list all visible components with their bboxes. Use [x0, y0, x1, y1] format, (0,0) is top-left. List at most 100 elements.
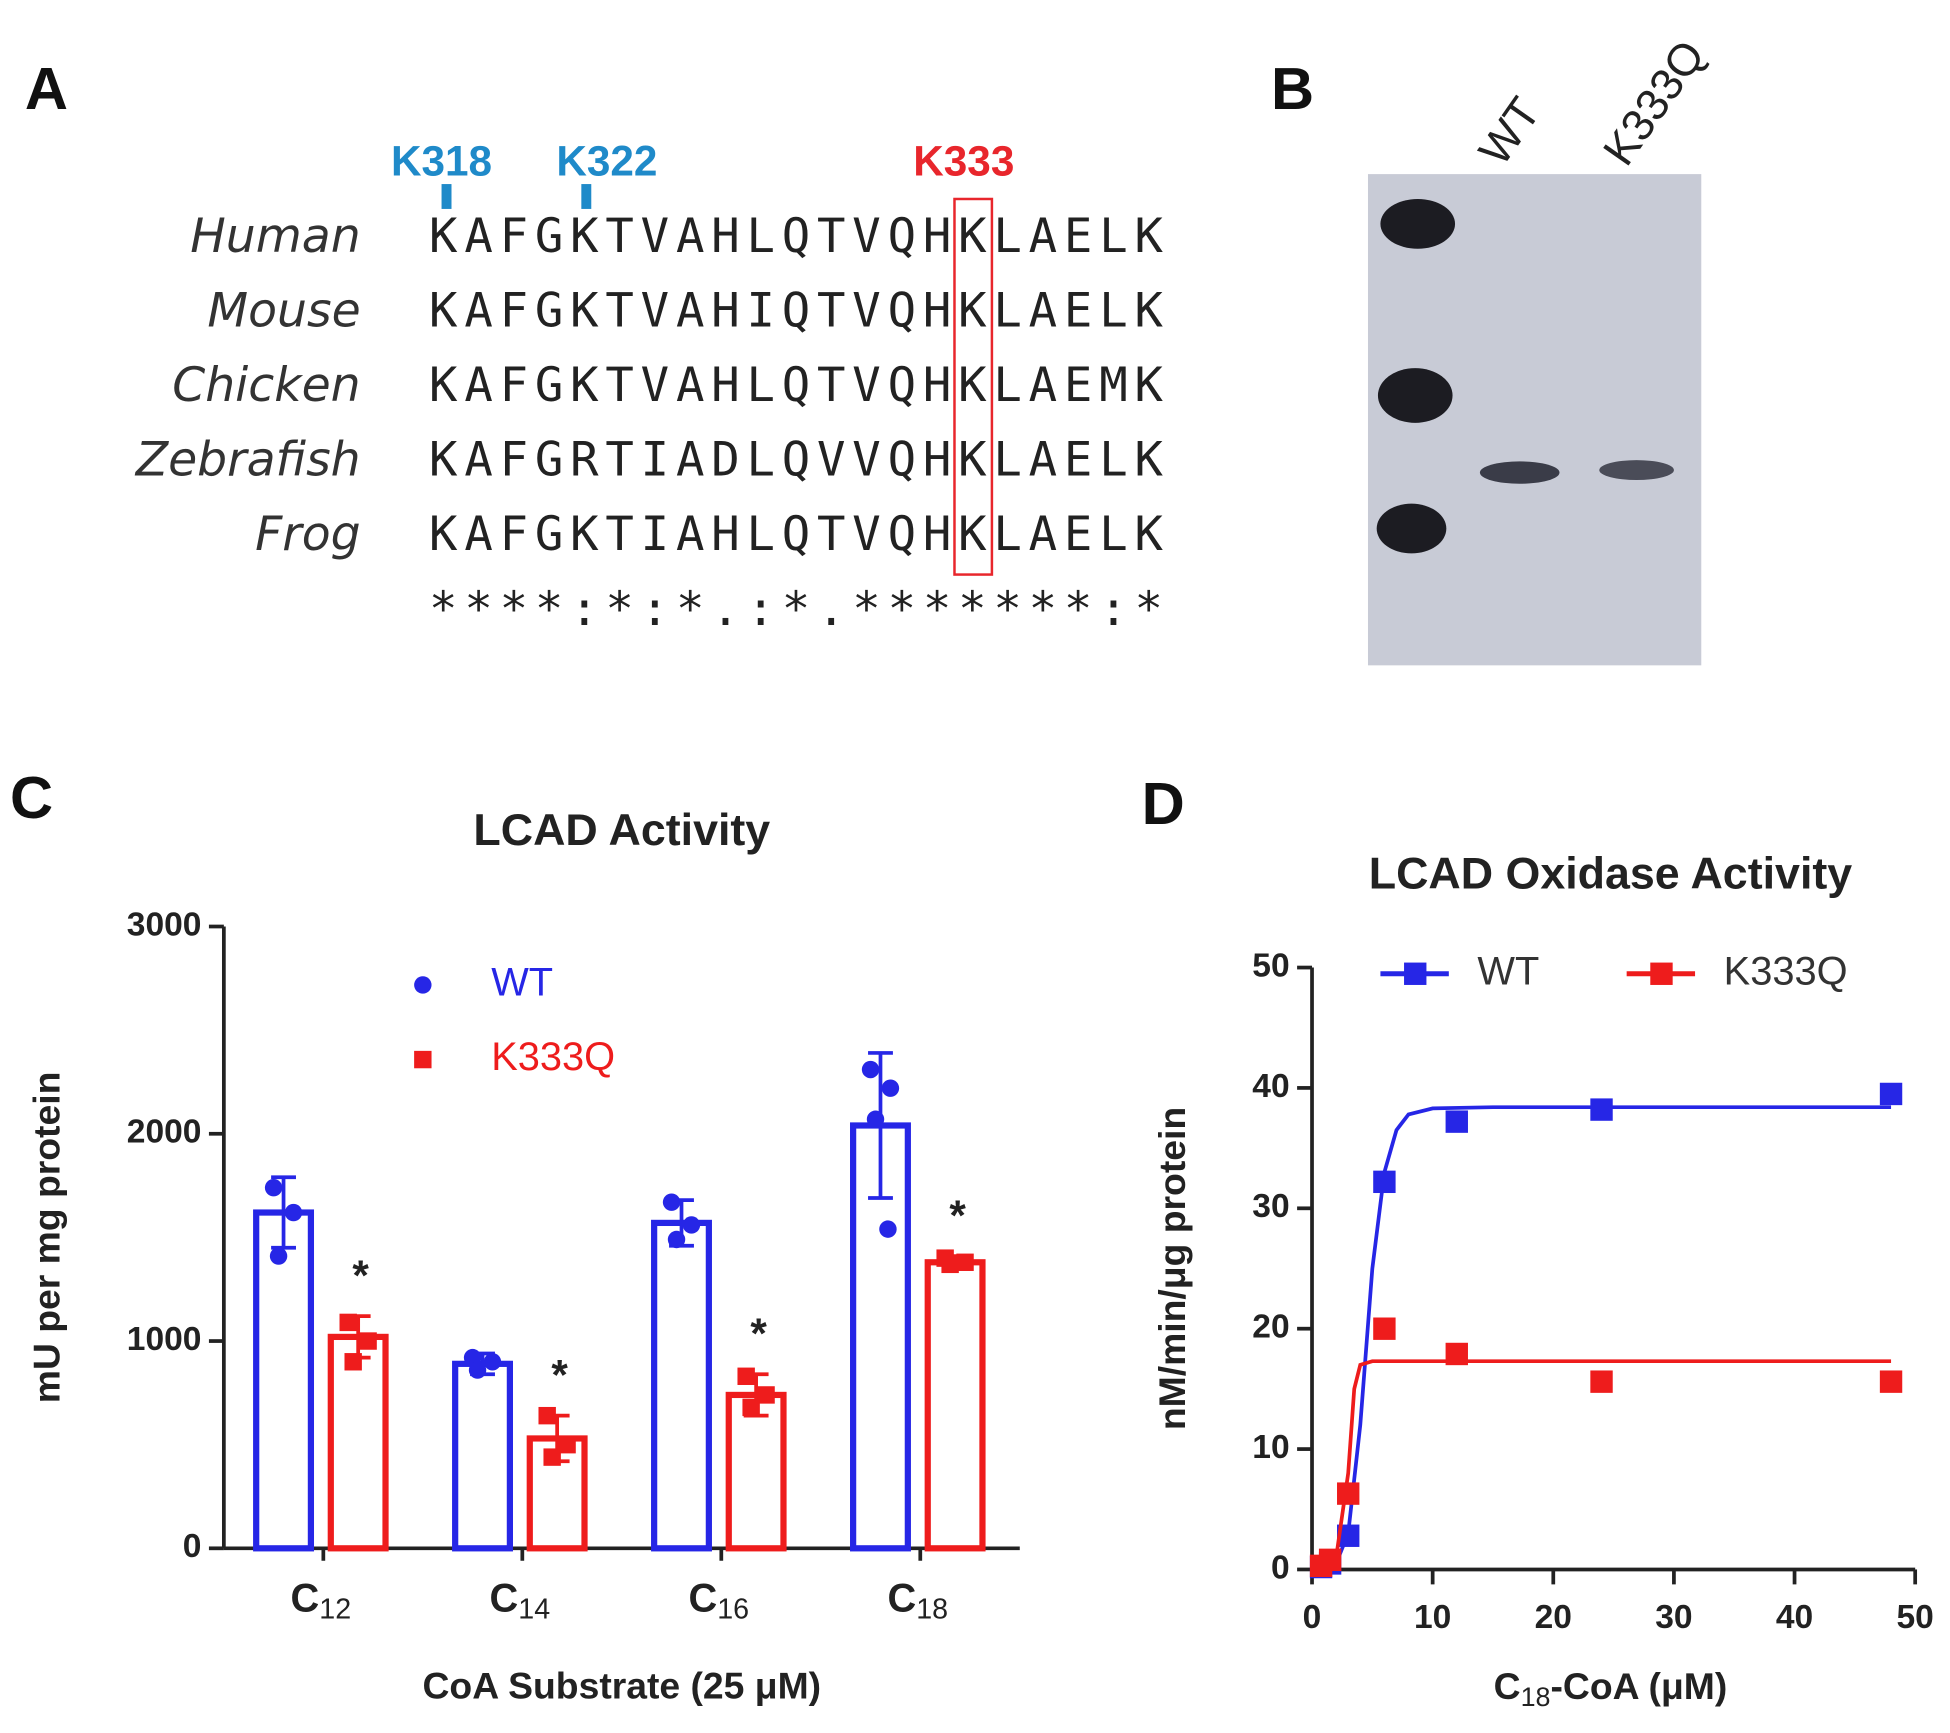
panel-label: A	[25, 55, 68, 122]
data-point	[956, 1253, 974, 1271]
y-axis-title: nM/min/μg protein	[1151, 1107, 1193, 1430]
panel-label: D	[1142, 770, 1185, 837]
panel-label: C	[10, 764, 53, 831]
x-tick-label: 30	[1655, 1599, 1692, 1636]
error-bar	[271, 1175, 296, 1250]
legend-label: WT	[491, 960, 553, 1004]
species-name: Zebrafish	[134, 433, 361, 488]
sequence: KAFGKTIAHLQTVQHKLAELK	[429, 507, 1163, 562]
bar	[651, 1219, 712, 1552]
y-tick-label: 20	[1252, 1309, 1289, 1346]
protein-band	[1599, 460, 1674, 481]
data-point	[483, 1353, 502, 1371]
legend-label: K333Q	[491, 1035, 615, 1079]
y-tick-label: 30	[1252, 1188, 1289, 1225]
y-tick-label: 0	[183, 1528, 202, 1565]
legend-marker	[414, 1050, 432, 1069]
species-name: Chicken	[172, 358, 360, 413]
sequence: KAFGKTVAHLQTVQHKLAEMK	[429, 358, 1163, 413]
data-point	[662, 1193, 681, 1211]
data-point	[1373, 1317, 1396, 1340]
conservation: ****:*:*.:*.*******:*	[429, 582, 1163, 637]
data-point	[881, 1079, 900, 1097]
data-point	[344, 1353, 362, 1371]
data-point	[359, 1332, 377, 1350]
data-point	[1445, 1110, 1468, 1133]
significance: *	[352, 1252, 369, 1299]
y-tick-label: 50	[1252, 947, 1289, 984]
x-tick-label: C16	[689, 1576, 750, 1625]
data-point	[1373, 1170, 1396, 1194]
data-point	[1590, 1098, 1613, 1121]
species-name: Human	[190, 209, 360, 264]
x-tick-label: C12	[291, 1576, 352, 1625]
x-tick-label: 40	[1776, 1599, 1813, 1636]
fit-curve	[1311, 1105, 1892, 1572]
lane-label: WT	[1469, 88, 1550, 174]
data-point	[757, 1386, 775, 1404]
data-point	[1879, 1082, 1903, 1106]
data-point	[879, 1220, 897, 1238]
site-marker	[441, 184, 452, 209]
sequence: KAFGRTIADLQVVQHKLAELK	[429, 433, 1163, 488]
bar	[924, 1259, 986, 1552]
chart-title: LCAD Activity	[473, 805, 770, 855]
x-tick-label: 50	[1897, 1599, 1934, 1636]
legend-marker	[1650, 962, 1673, 985]
data-point	[866, 1110, 885, 1128]
significance: *	[750, 1310, 767, 1357]
x-tick-label: 10	[1414, 1599, 1451, 1636]
data-point	[861, 1060, 880, 1079]
data-point	[742, 1398, 760, 1417]
x-tick-label: C18	[887, 1576, 948, 1625]
y-tick-label: 0	[1271, 1549, 1290, 1586]
data-point	[543, 1448, 561, 1466]
ladder-band	[1377, 368, 1453, 423]
chart-title: LCAD Oxidase Activity	[1369, 849, 1853, 899]
legend-label: WT	[1477, 949, 1539, 993]
data-point	[468, 1361, 487, 1379]
ladder-band	[1376, 503, 1447, 554]
site-label: K322	[556, 137, 657, 184]
bar	[725, 1391, 787, 1552]
protein-band	[1479, 461, 1560, 484]
significance: *	[551, 1352, 568, 1399]
data-point	[1590, 1370, 1613, 1393]
y-tick-label: 40	[1252, 1068, 1289, 1105]
data-point	[558, 1435, 576, 1454]
species-name: Frog	[255, 507, 361, 562]
data-point	[737, 1367, 755, 1385]
x-tick-label: C14	[490, 1576, 551, 1625]
bar	[452, 1360, 513, 1552]
data-point	[264, 1178, 283, 1197]
y-tick-label: 3000	[127, 906, 202, 943]
ladder-band	[1380, 198, 1456, 249]
legend-label: K333Q	[1724, 949, 1848, 993]
data-point	[1318, 1548, 1342, 1572]
data-point	[1445, 1342, 1468, 1366]
site-label: K333	[913, 137, 1014, 184]
data-point	[538, 1406, 556, 1425]
data-point	[667, 1230, 686, 1249]
data-point	[1337, 1524, 1360, 1547]
y-tick-label: 2000	[127, 1114, 202, 1151]
panel-label: B	[1271, 55, 1314, 122]
y-tick-label: 1000	[127, 1321, 202, 1358]
legend-marker	[414, 976, 432, 994]
x-tick-label: 20	[1535, 1599, 1572, 1636]
site-marker	[581, 184, 592, 209]
significance: *	[949, 1192, 966, 1239]
lane-label: K333Q	[1594, 31, 1715, 174]
legend-marker	[1404, 962, 1427, 985]
sequence: KAFGKTVAHLQTVQHKLAELK	[429, 209, 1163, 264]
data-point	[339, 1313, 357, 1332]
species-name: Mouse	[207, 283, 360, 338]
site-label: K318	[391, 137, 492, 184]
x-axis-title: C18-CoA (μM)	[1494, 1665, 1728, 1712]
x-tick-label: 0	[1303, 1599, 1322, 1636]
data-point	[682, 1216, 701, 1234]
data-point	[941, 1255, 959, 1274]
x-axis-title: CoA Substrate (25 μM)	[423, 1665, 822, 1707]
sequence: KAFGKTVAHIQTVQHKLAELK	[429, 283, 1163, 338]
